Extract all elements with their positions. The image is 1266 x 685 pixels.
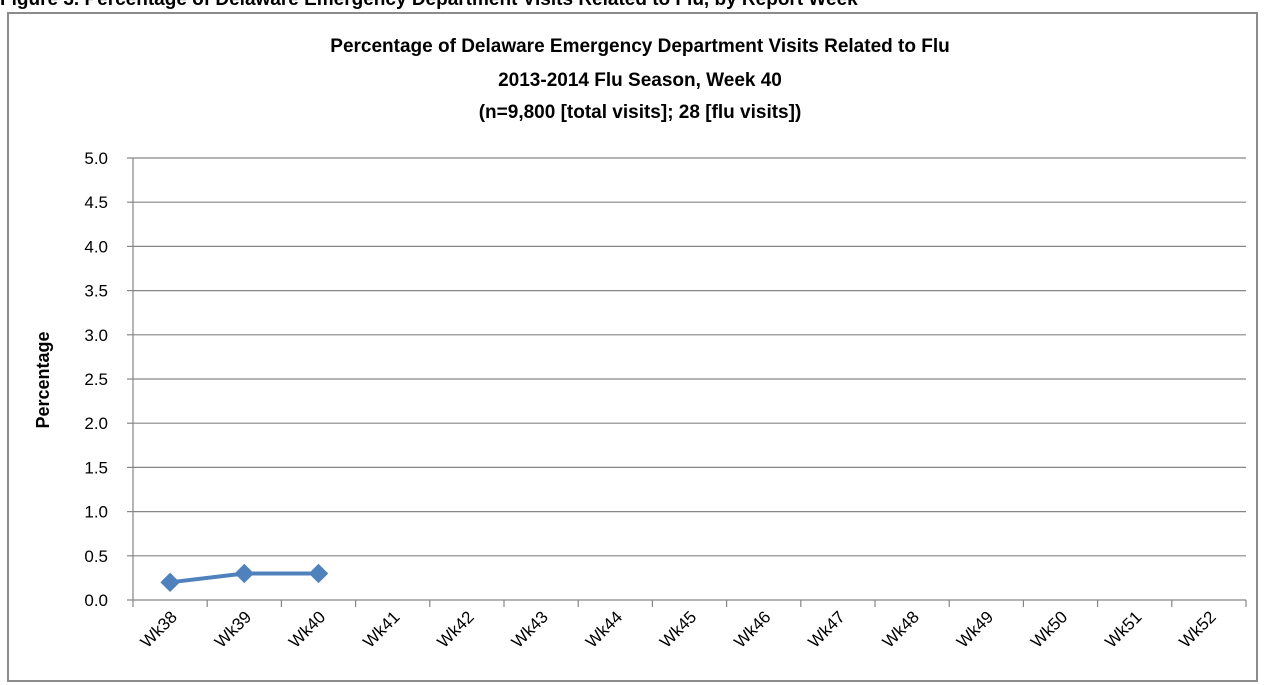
axes <box>127 157 1247 607</box>
chart-title: Percentage of Delaware Emergency Departm… <box>330 36 949 123</box>
y-tick-label: 1.0 <box>84 503 108 522</box>
y-tick-label: 2.0 <box>84 414 108 433</box>
gridlines <box>133 157 1246 557</box>
chart-frame <box>7 12 1258 682</box>
x-tick-label: Wk46 <box>730 607 774 651</box>
x-tick-label: Wk42 <box>434 607 478 651</box>
chart-title-line-2: 2013-2014 Flu Season, Week 40 <box>498 70 782 91</box>
x-tick-label: Wk45 <box>656 607 700 651</box>
x-tick-label: Wk41 <box>359 607 403 651</box>
data-point-marker <box>234 563 255 584</box>
y-tick-label: 5.0 <box>84 149 108 168</box>
figure-caption-strip: Figure 3. Percentage of Delaware Emergen… <box>0 0 1266 14</box>
y-tick-label: 4.5 <box>84 193 108 212</box>
x-tick-label: Wk44 <box>582 607 626 651</box>
y-axis-label: Percentage <box>33 331 53 428</box>
data-point-marker <box>160 572 180 593</box>
series <box>160 563 329 593</box>
y-tick-label: 4.0 <box>84 237 108 256</box>
y-tick-label: 0.0 <box>84 591 108 610</box>
figure-caption: Figure 3. Percentage of Delaware Emergen… <box>0 0 858 11</box>
x-tick-label: Wk50 <box>1027 607 1071 651</box>
x-tick-label: Wk48 <box>879 607 923 651</box>
y-tick-label: 3.0 <box>84 326 108 345</box>
x-tick-label: Wk49 <box>953 607 997 651</box>
chart-title-line-1: Percentage of Delaware Emergency Departm… <box>330 36 949 57</box>
chart-title-line-3: (n=9,800 [total visits]; 28 [flu visits]… <box>479 102 802 123</box>
y-tick-label: 2.5 <box>84 370 108 389</box>
y-tick-label: 0.5 <box>84 547 108 566</box>
x-tick-label: Wk43 <box>508 607 552 651</box>
y-tick-label: 1.5 <box>84 458 108 477</box>
y-tick-labels: 0.0 0.5 1.0 1.5 2.0 2.5 3.0 3.5 4.0 4.5 5.0 <box>84 149 108 610</box>
x-tick-label: Wk51 <box>1101 607 1145 651</box>
x-tick-label: Wk52 <box>1176 607 1220 651</box>
data-point-marker <box>308 563 329 584</box>
y-tick-label: 3.5 <box>84 282 108 301</box>
x-tick-label: Wk40 <box>285 607 329 651</box>
x-tick-label: Wk47 <box>805 607 849 651</box>
x-tick-label: Wk38 <box>137 607 181 651</box>
x-tick-label: Wk39 <box>211 607 255 651</box>
x-tick-labels: Wk38 Wk39 Wk40 Wk41 Wk42 Wk43 Wk44 Wk45 Wk46 Wk47… <box>137 607 1220 651</box>
